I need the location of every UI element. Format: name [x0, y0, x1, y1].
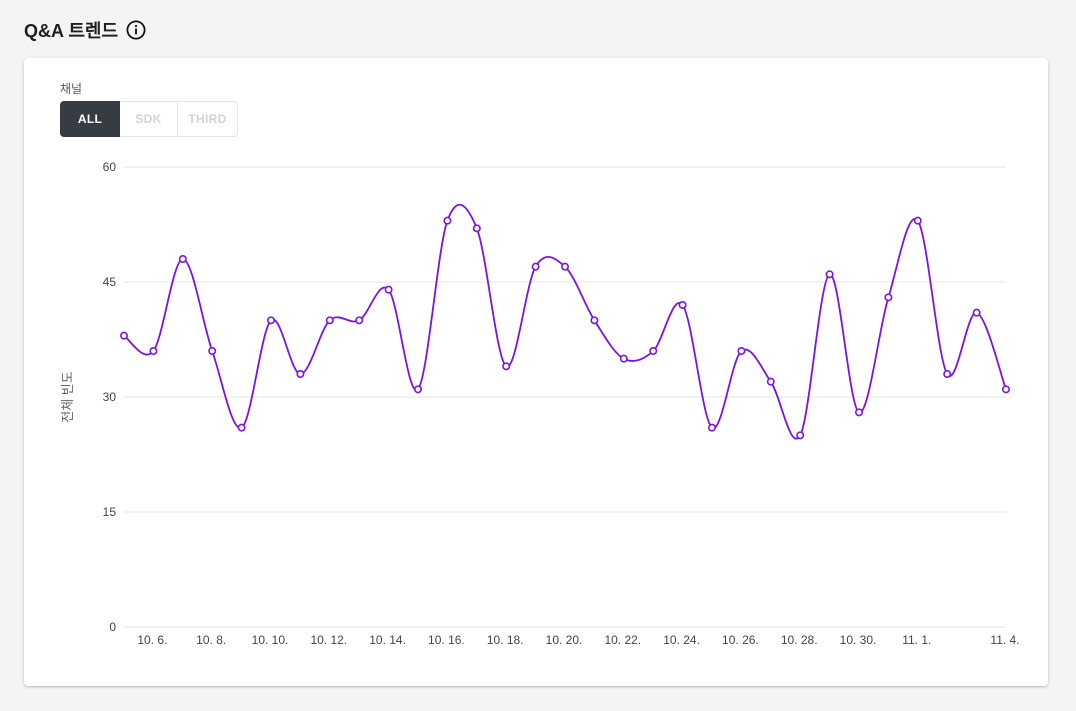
data-point[interactable] [472, 224, 481, 233]
data-point[interactable] [678, 301, 687, 310]
channel-button-group: ALL SDK THIRD [60, 101, 238, 137]
data-point[interactable] [325, 316, 334, 325]
data-point[interactable] [854, 408, 863, 417]
data-point[interactable] [502, 362, 511, 371]
data-point[interactable] [413, 385, 422, 394]
data-point[interactable] [384, 285, 393, 294]
data-point[interactable] [796, 431, 805, 440]
data-point[interactable] [825, 270, 834, 279]
y-axis-label: 전체 빈도 [60, 371, 75, 422]
data-point[interactable] [560, 262, 569, 271]
data-point[interactable] [296, 369, 305, 378]
x-tick-label: 10. 24. [663, 633, 700, 647]
y-tick-label: 0 [109, 620, 116, 634]
x-tick-label: 10. 14. [369, 633, 406, 647]
channel-third-button[interactable]: THIRD [178, 101, 238, 137]
trend-line-chart: 0 15 30 45 60 전체 빈도 10. 6. 10. 8. 10. 10. 10. 12.… [60, 160, 1020, 647]
x-tick-label: 10. 16. [428, 633, 465, 647]
x-tick-label: 11. 4. [990, 633, 1019, 647]
trend-card: 채널 ALL SDK THIRD 0 15 30 45 60 전체 빈도 10. 6. 10.… [24, 58, 1048, 686]
data-point[interactable] [590, 316, 599, 325]
y-tick-label: 45 [103, 275, 117, 289]
data-point[interactable] [355, 316, 364, 325]
data-point[interactable] [267, 316, 276, 325]
data-point[interactable] [884, 293, 893, 302]
x-tick-label: 10. 22. [604, 633, 641, 647]
channel-filter-label: 채널 [60, 82, 83, 96]
data-point[interactable] [649, 346, 658, 355]
y-tick-label: 60 [103, 160, 117, 174]
data-point[interactable] [531, 262, 540, 271]
x-tick-label: 10. 8. [196, 633, 226, 647]
x-tick-label: 10. 26. [722, 633, 759, 647]
data-point[interactable] [972, 308, 981, 317]
x-tick-label: 10. 28. [781, 633, 818, 647]
data-point[interactable] [1001, 385, 1010, 394]
data-point[interactable] [208, 346, 217, 355]
data-point[interactable] [943, 369, 952, 378]
info-circle-icon[interactable] [126, 20, 146, 40]
data-point[interactable] [120, 331, 129, 340]
data-point[interactable] [149, 346, 158, 355]
data-point[interactable] [443, 216, 452, 225]
page-header: Q&A 트렌드 [24, 16, 146, 44]
x-tick-label: 10. 6. [137, 633, 167, 647]
y-tick-label: 15 [103, 505, 117, 519]
data-point[interactable] [237, 423, 246, 432]
channel-all-button[interactable]: ALL [60, 101, 120, 137]
data-point[interactable] [766, 377, 775, 386]
x-tick-label: 10. 18. [487, 633, 524, 647]
x-tick-label: 11. 1. [902, 633, 931, 647]
series-line [123, 203, 1007, 440]
x-tick-label: 10. 30. [840, 633, 877, 647]
data-point[interactable] [737, 346, 746, 355]
data-point[interactable] [619, 354, 628, 363]
data-point[interactable] [913, 216, 922, 225]
data-point[interactable] [178, 255, 187, 264]
x-tick-label: 10. 20. [546, 633, 583, 647]
y-tick-label: 30 [103, 390, 117, 404]
x-tick-label: 10. 12. [310, 633, 347, 647]
channel-sdk-button[interactable]: SDK [120, 101, 178, 137]
data-point[interactable] [707, 423, 716, 432]
page-title: Q&A 트렌드 [24, 21, 119, 41]
x-tick-label: 10. 10. [252, 633, 289, 647]
